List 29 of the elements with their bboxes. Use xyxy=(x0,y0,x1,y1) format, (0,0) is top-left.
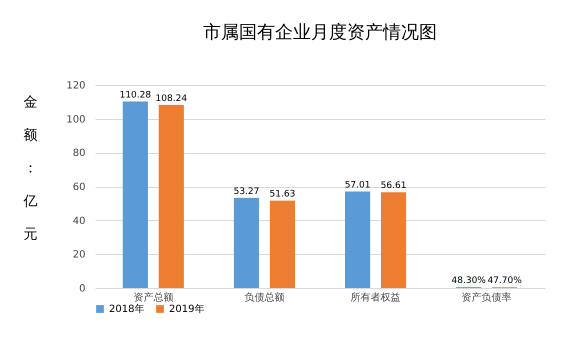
bar xyxy=(380,192,406,288)
data-label: 53.27 xyxy=(234,186,260,197)
x-tick-label: 资产总额 xyxy=(133,292,174,304)
data-label: 51.63 xyxy=(270,190,296,200)
y-tick-label: 40 xyxy=(72,216,86,227)
bar xyxy=(158,104,184,288)
bar xyxy=(234,198,260,288)
bar xyxy=(122,101,148,288)
x-tick-label: 资产负债率 xyxy=(462,292,512,304)
y-tick-label: 100 xyxy=(66,114,86,126)
text: 金额：亿元 xyxy=(24,94,38,242)
data-label: 56.61 xyxy=(380,181,406,192)
legend-label: 2019年 xyxy=(169,303,204,315)
data-label: 48.30% xyxy=(452,276,486,286)
y-tick-label: 0 xyxy=(79,284,86,294)
y-tick-label: 20 xyxy=(72,250,86,261)
legend-label: 2018年 xyxy=(109,303,144,315)
data-label: 47.70% xyxy=(487,276,522,286)
data-label: 110.28 xyxy=(120,90,152,100)
bar xyxy=(270,200,295,288)
x-tick-label: 负债总额 xyxy=(244,292,284,304)
y-tick-label: 120 xyxy=(66,80,86,92)
y-tick-label: 60 xyxy=(72,182,86,193)
data-label: 57.01 xyxy=(344,180,370,191)
bar xyxy=(345,192,370,288)
data-label: 108.24 xyxy=(156,94,188,104)
y-tick-label: 80 xyxy=(72,148,86,160)
x-tick-label: 所有者权益 xyxy=(350,292,401,304)
chart-title: 市属国有企业月度资产情况图 xyxy=(203,22,437,43)
